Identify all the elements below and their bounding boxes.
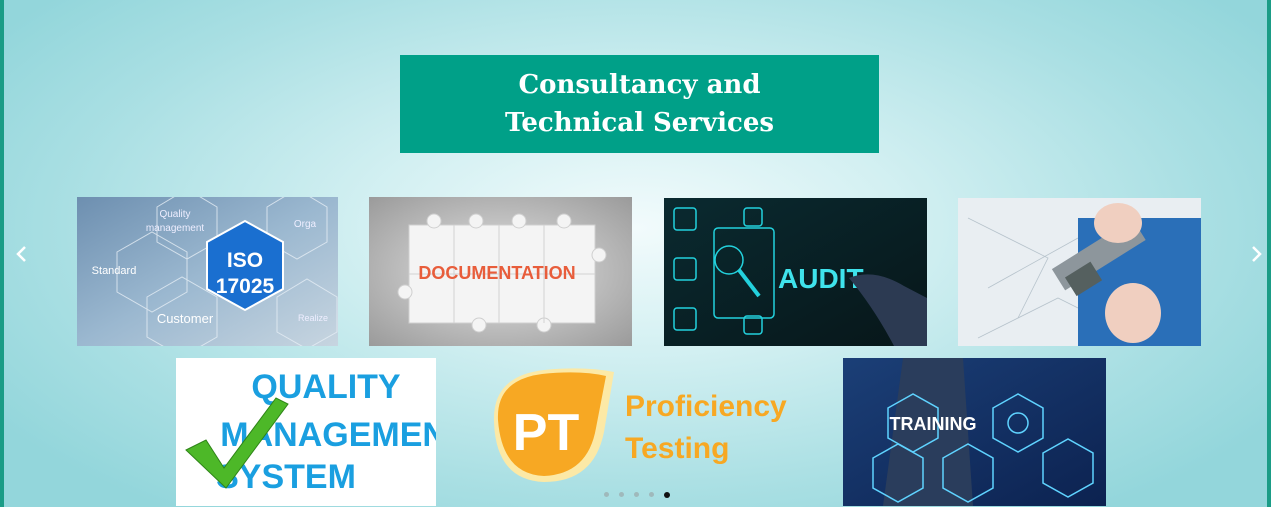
audit-image: AUDIT: [664, 198, 927, 346]
checkmark-icon: [185, 397, 289, 489]
carousel-dot[interactable]: [604, 492, 609, 497]
iso-text-management: management: [146, 223, 205, 234]
service-tile-training[interactable]: TRAINING: [843, 358, 1106, 506]
iso-text-standard: Standard: [92, 265, 137, 277]
service-tile-iso-17025[interactable]: Quality management Orga Standard ISO 170…: [77, 197, 338, 346]
training-label: TRAINING: [890, 414, 977, 434]
documentation-label: DOCUMENTATION: [418, 263, 575, 283]
pt-mark: PT: [513, 404, 580, 462]
iso-text-orga: Orga: [294, 219, 317, 230]
documentation-image: DOCUMENTATION: [369, 197, 632, 346]
carousel-next-button[interactable]: [1244, 240, 1268, 268]
iso-text-customer: Customer: [157, 311, 214, 326]
service-tile-proficiency-testing[interactable]: PT Proficiency Testing: [484, 362, 794, 486]
service-tile-documentation[interactable]: DOCUMENTATION: [369, 197, 632, 346]
iso-text-realize: Realize: [298, 313, 328, 323]
title-line-2: Technical Services: [504, 108, 775, 138]
iso-text-17025: 17025: [216, 275, 275, 298]
carousel-dot[interactable]: [634, 492, 639, 497]
carousel-dot[interactable]: [619, 492, 624, 497]
iso-17025-image: Quality management Orga Standard ISO 170…: [77, 197, 338, 346]
caliper-image: [958, 198, 1201, 346]
pt-logo: PT Proficiency Testing: [493, 368, 787, 482]
carousel-prev-button[interactable]: [10, 240, 34, 268]
qms-image: QUALITY MANAGEMENT SYSTEM: [176, 358, 436, 506]
section-title: Consultancy and Technical Services: [400, 55, 879, 153]
pt-line-2: Testing: [625, 432, 729, 465]
title-line-1: Consultancy and: [518, 70, 761, 100]
iso-text-quality: Quality: [159, 209, 190, 220]
service-tile-calibration[interactable]: [958, 198, 1201, 346]
iso-text-iso: ISO: [227, 249, 263, 272]
audit-label: AUDIT: [778, 263, 864, 294]
carousel-pager: [604, 491, 670, 498]
chevron-left-icon: [16, 246, 26, 262]
carousel-dot[interactable]: [649, 492, 654, 497]
service-tile-quality-management[interactable]: QUALITY MANAGEMENT SYSTEM: [176, 358, 436, 506]
carousel-dot[interactable]: [664, 491, 670, 498]
pt-line-1: Proficiency: [625, 390, 787, 423]
training-image: TRAINING: [843, 358, 1106, 506]
chevron-right-icon: [1252, 246, 1262, 262]
service-tile-audit[interactable]: AUDIT: [664, 198, 927, 346]
